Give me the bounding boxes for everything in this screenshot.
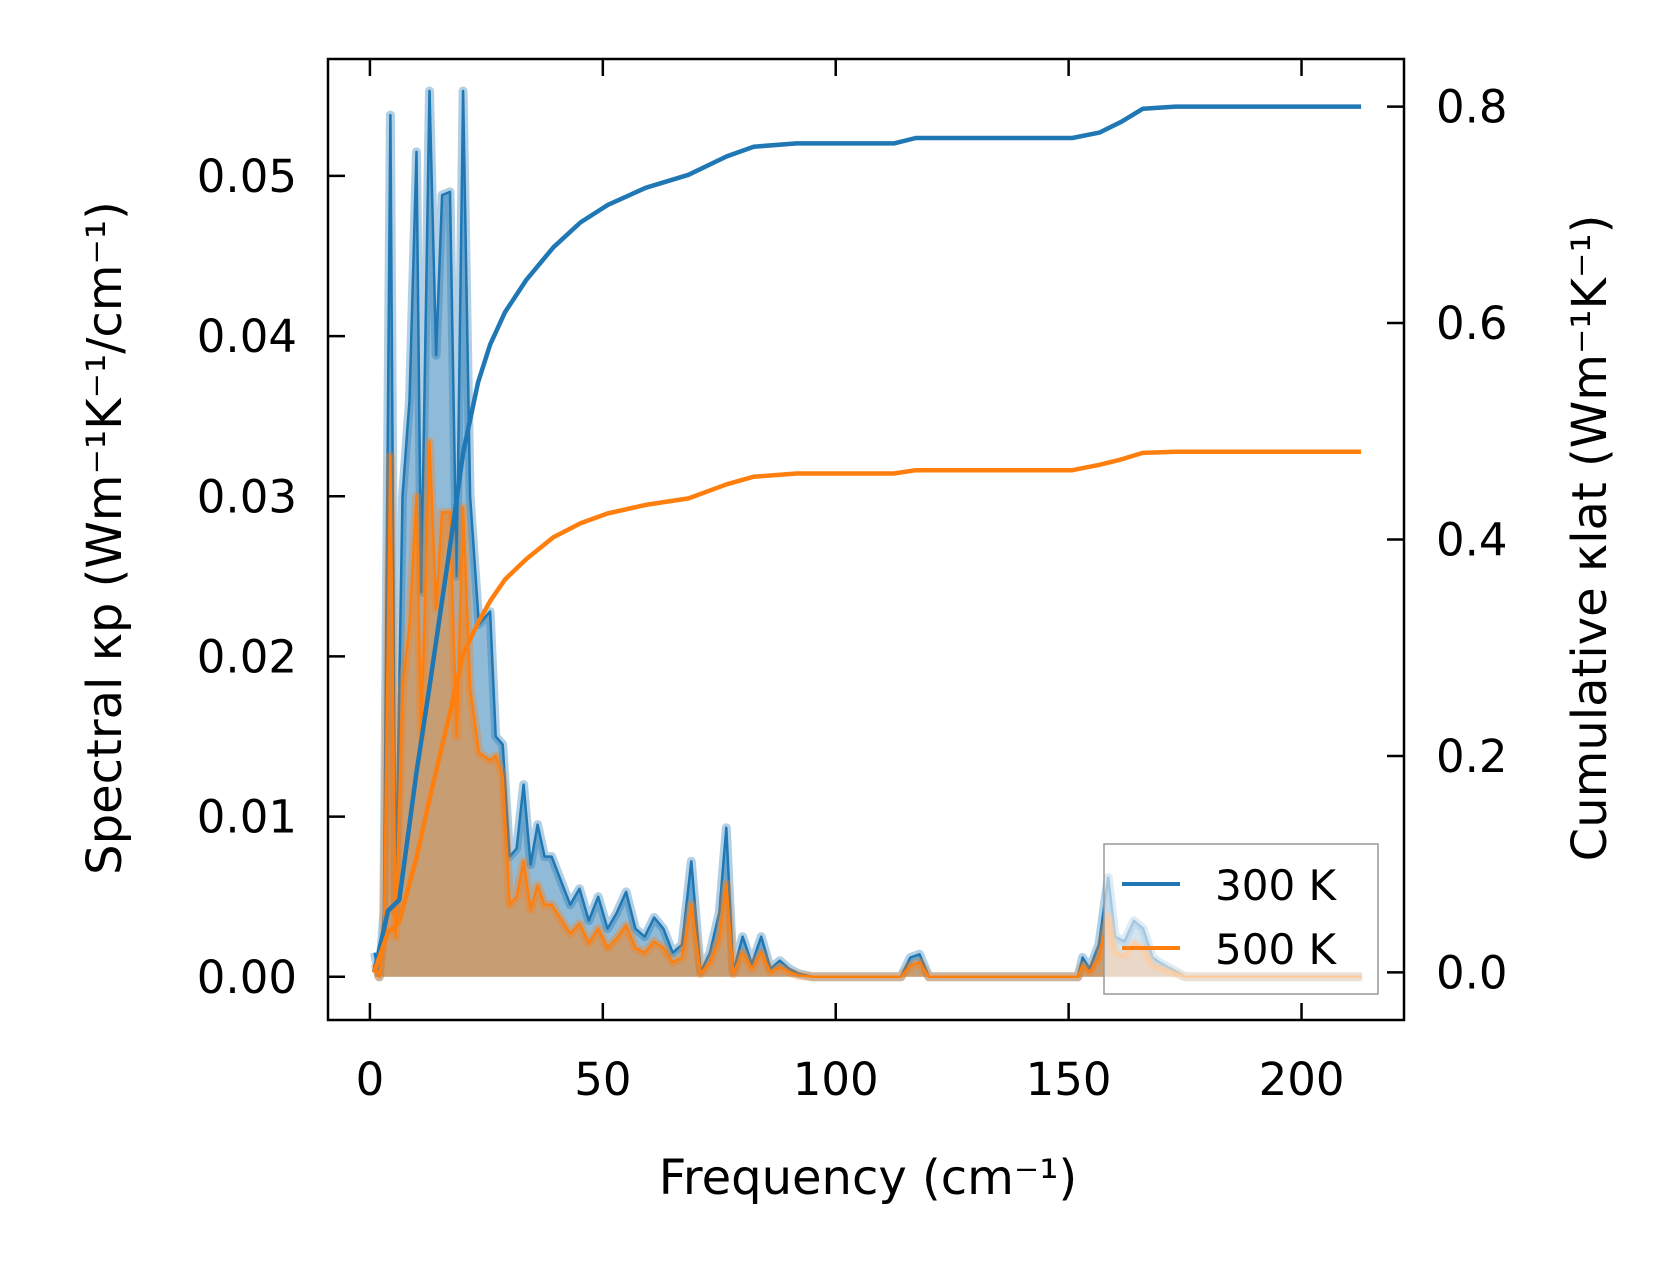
left-y-tick-label: 0.03 xyxy=(197,470,297,523)
left-y-tick-label: 0.05 xyxy=(197,150,297,203)
right-y-tick-label: 0.8 xyxy=(1436,81,1508,134)
x-tick-label: 100 xyxy=(793,1053,879,1106)
x-tick-label: 0 xyxy=(356,1053,385,1106)
legend-label-300k: 300 K xyxy=(1215,861,1338,910)
right-y-axis-label: Cumulative κlat (Wm⁻¹K⁻¹) xyxy=(1562,215,1618,862)
left-y-tick-label: 0.01 xyxy=(197,791,297,844)
right-y-tick-label: 0.2 xyxy=(1436,730,1508,783)
left-y-tick-label: 0.00 xyxy=(197,951,297,1004)
spectral-line-500k xyxy=(373,440,1363,979)
cumulative-line-500k xyxy=(371,449,1362,974)
x-tick-label: 200 xyxy=(1259,1053,1345,1106)
legend-box xyxy=(1103,843,1379,995)
ticks: 0 50 100 150 200 0.00 0.01 0.02 0.03 0.04 0.05 0.0 0… xyxy=(197,59,1508,1106)
spectral-fill-500k xyxy=(374,441,1363,977)
legend: 300 K 500 K xyxy=(1103,843,1379,995)
cumulative-line-300k xyxy=(371,104,1362,973)
right-y-tick-label: 0.0 xyxy=(1436,946,1508,999)
left-y-tick-label: 0.04 xyxy=(197,310,297,363)
right-y-tick-label: 0.6 xyxy=(1436,297,1508,350)
legend-label-500k: 500 K xyxy=(1215,925,1338,974)
x-tick-label: 150 xyxy=(1026,1053,1112,1106)
spectral-line-300k xyxy=(373,89,1363,979)
left-y-axis-label: Spectral κp (Wm⁻¹K⁻¹/cm⁻¹) xyxy=(77,201,133,875)
right-y-tick-label: 0.4 xyxy=(1436,514,1508,567)
x-tick-label: 50 xyxy=(574,1053,631,1106)
plot-area xyxy=(370,86,1363,982)
x-axis-label: Frequency (cm⁻¹) xyxy=(659,1150,1077,1206)
left-y-tick-label: 0.02 xyxy=(197,630,297,683)
